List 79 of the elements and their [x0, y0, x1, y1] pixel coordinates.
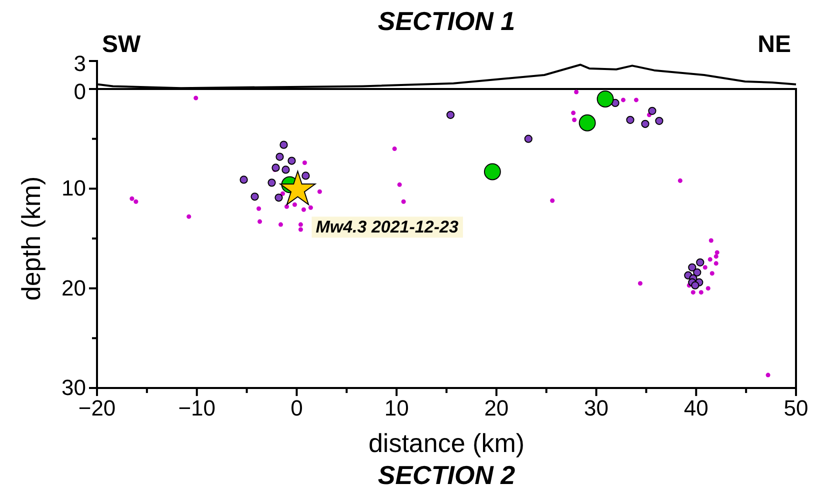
point: [708, 257, 712, 262]
point: [648, 106, 656, 115]
chart-title: SECTION 1: [378, 6, 516, 36]
point: [401, 199, 406, 204]
point: [268, 178, 276, 187]
point: [298, 227, 303, 232]
point: [691, 281, 700, 290]
point: [278, 222, 283, 227]
point: [284, 204, 289, 209]
point: [693, 268, 702, 276]
point: [641, 120, 650, 128]
point: [446, 110, 455, 119]
point: [317, 189, 322, 194]
point: [272, 164, 280, 172]
point: [571, 110, 576, 116]
point: [276, 152, 284, 161]
point: [702, 265, 708, 270]
point: [302, 172, 310, 180]
point: [710, 271, 714, 276]
text: NE: [758, 31, 791, 58]
point: [302, 160, 307, 166]
point: [766, 372, 770, 378]
text: SECTION 2: [378, 460, 516, 490]
point: [186, 214, 192, 219]
x-tick-label: −10: [178, 396, 216, 421]
x-tick-label: 30: [584, 396, 609, 421]
point: [298, 222, 303, 227]
point: [626, 116, 634, 124]
point: [698, 290, 704, 295]
y-tick-label: 0: [74, 78, 86, 104]
point: [484, 163, 501, 180]
point: [524, 134, 532, 143]
x-tick-label: 40: [684, 396, 708, 421]
y-tick-label: 3: [74, 50, 86, 76]
point: [292, 202, 297, 207]
point: [574, 90, 579, 94]
y-tick-label: 10: [62, 176, 86, 201]
point: [655, 116, 664, 125]
point: [134, 199, 138, 204]
point: [550, 198, 555, 203]
point: [678, 178, 682, 183]
point: [690, 290, 696, 295]
x-tick-label: 10: [384, 396, 409, 421]
x-axis-title: distance (km): [368, 428, 525, 458]
point: [130, 196, 134, 201]
point: [708, 238, 714, 243]
point: [634, 98, 638, 102]
point: [578, 114, 596, 132]
y-axis-title: depth (km): [16, 176, 46, 301]
annotation: Mw4.3 2021-12-23: [316, 218, 459, 237]
point: [194, 96, 198, 100]
point: [258, 219, 262, 224]
point: [288, 156, 296, 165]
x-tick-label: 0: [290, 396, 303, 421]
point: [620, 98, 626, 102]
point: [572, 118, 577, 122]
point: [714, 261, 718, 266]
point: [696, 258, 704, 266]
point: [688, 263, 696, 272]
point: [714, 254, 718, 259]
point: [397, 182, 402, 187]
point: [392, 146, 397, 152]
x-tick-label: 50: [784, 396, 808, 421]
point: [706, 286, 710, 291]
y-tick-label: 20: [62, 275, 86, 300]
point: [308, 205, 313, 210]
x-tick-label: 20: [484, 396, 509, 421]
point: [240, 176, 248, 184]
point: [301, 207, 306, 212]
point: [714, 250, 720, 255]
point: [256, 206, 262, 211]
point: [280, 140, 288, 149]
text: SW: [102, 31, 142, 58]
point: [638, 281, 642, 286]
point: [282, 166, 290, 174]
point: [250, 192, 259, 201]
point: [596, 90, 614, 108]
point: [274, 194, 283, 202]
point: [280, 191, 285, 196]
